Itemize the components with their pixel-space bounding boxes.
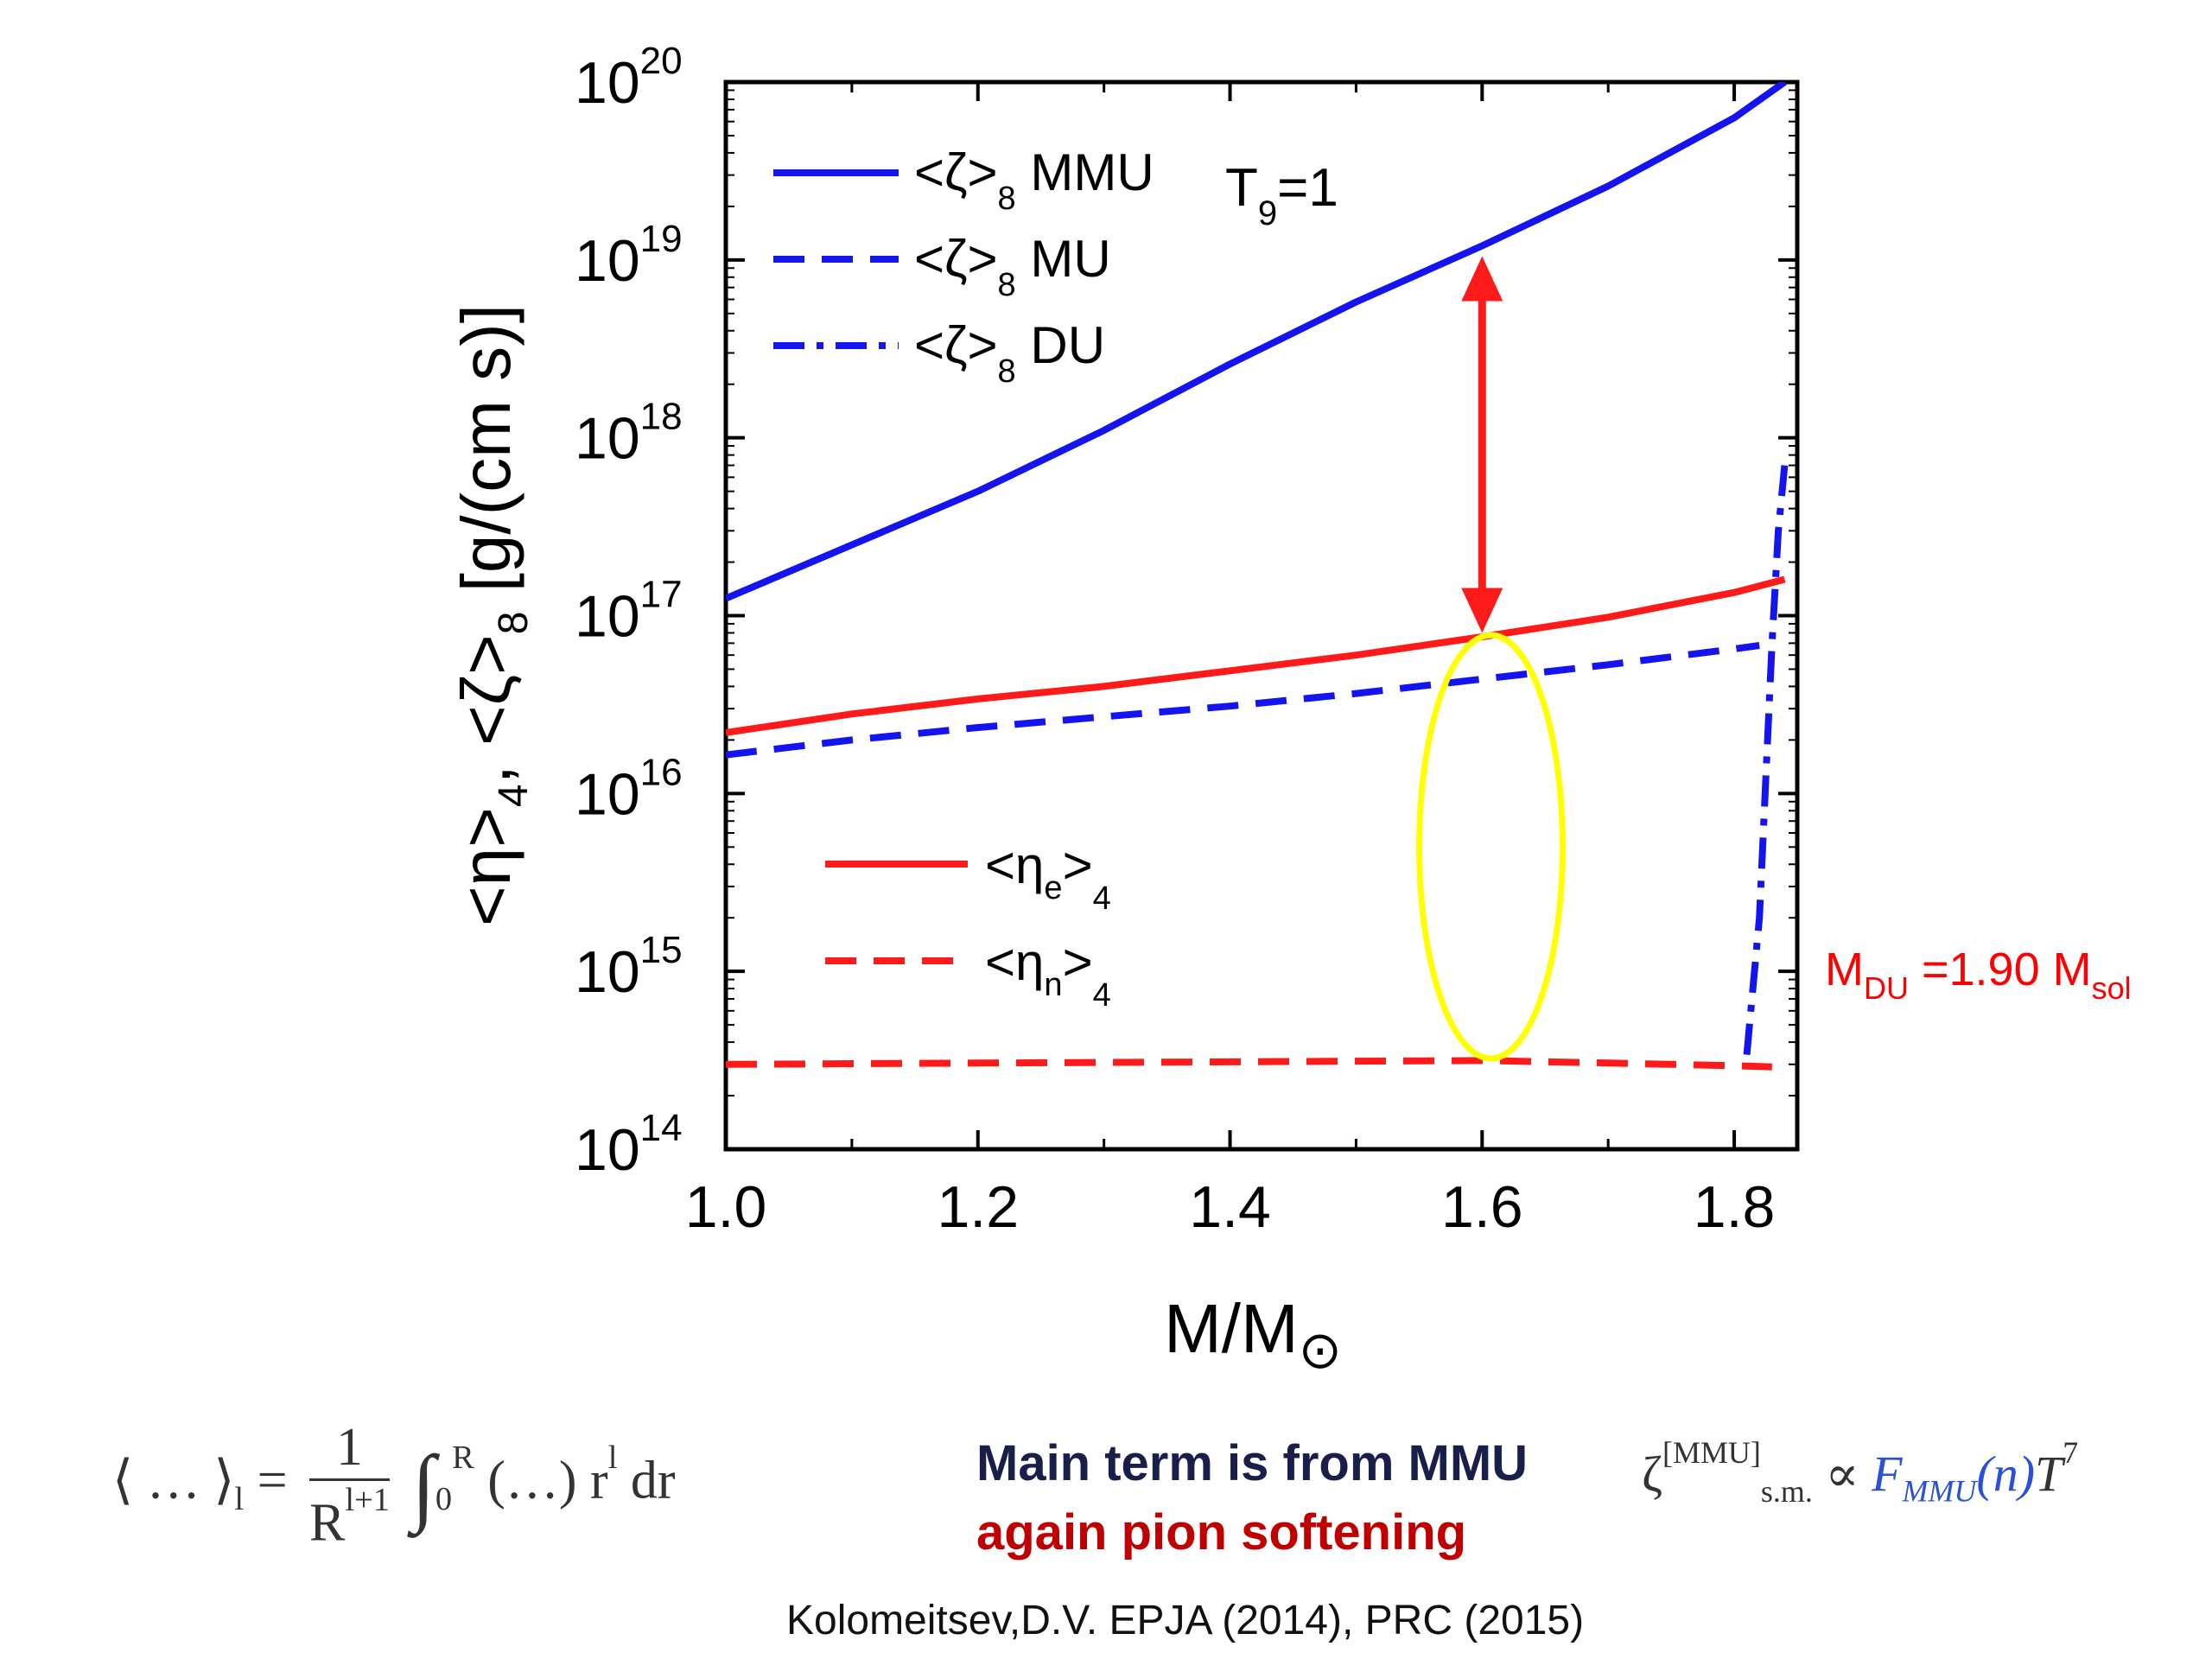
y-tick-label-part: 10	[575, 584, 640, 650]
citation: Kolomeitsev,D.V. EPJA (2014), PRC (2015)	[786, 1598, 1585, 1643]
y-tick-label: 1019	[575, 218, 683, 294]
y-tick-label-part: 10	[575, 228, 640, 294]
y-tick-label: 1014	[575, 1107, 683, 1183]
legend-label-zeta_du-part: DU	[1016, 316, 1105, 374]
series-line-zeta_du	[1743, 465, 1789, 1055]
legend-label-zeta_mmu: <ζ>8 MMU	[914, 143, 1154, 217]
legend-label-eta_n-part: <η	[985, 933, 1044, 991]
y-axis-title-part: 4	[491, 784, 537, 807]
legend-label-zeta_du-part: <ζ>	[914, 316, 998, 374]
mdu-threshold-annotation-part: M	[1825, 944, 1864, 995]
y-tick-label: 1020	[575, 40, 683, 116]
series-line-eta_e	[726, 575, 1786, 736]
y-tick-label-part: 15	[640, 929, 683, 971]
legend-label-eta_n-part: 4	[1093, 977, 1111, 1014]
legend-label-zeta_du-part: 8	[998, 353, 1016, 390]
series-line-zeta_mmu	[726, 82, 1787, 602]
y-axis-title-part: <η>	[448, 807, 524, 926]
y-tick-label-part: 10	[575, 406, 640, 472]
y-tick-label-part: 10	[575, 761, 640, 827]
x-axis-title: M/M⊙	[1164, 1290, 1342, 1379]
legend-label-eta_n-part: >	[1063, 933, 1093, 991]
gap-arrow-head-up	[1461, 256, 1503, 302]
y-axis-title-part: , <ζ>	[448, 634, 524, 784]
gap-arrow-head-down	[1461, 588, 1503, 633]
series-line-zeta_mu	[726, 642, 1760, 759]
mdu-threshold-annotation-part: DU	[1864, 970, 1909, 1006]
x-tick-label: 1.2	[937, 1174, 1019, 1240]
mdu-threshold-annotation-part: sol	[2092, 970, 2132, 1006]
legend-label-eta_e: <ηe>4	[985, 836, 1111, 917]
legend-label-eta_e-part: <η	[985, 836, 1044, 894]
mdu-threshold-annotation-part: =1.90 M	[1909, 944, 2092, 995]
legend-label-eta_n: <ηn>4	[985, 933, 1111, 1014]
x-tick-label: 1.0	[685, 1174, 767, 1240]
legend-label-zeta_mmu-part: <ζ>	[914, 143, 998, 201]
y-tick-label-part: 10	[575, 1117, 640, 1183]
legend-label-eta_e-part: 4	[1093, 880, 1111, 917]
y-axis-title-part: 8	[491, 612, 537, 635]
temperature-annotation-part: T	[1225, 158, 1258, 218]
temperature-annotation: T9=1	[1225, 158, 1338, 232]
y-tick-label-part: 16	[640, 751, 683, 793]
legend-label-eta_e-part: e	[1044, 870, 1062, 906]
temperature-annotation-part: =1	[1277, 158, 1338, 218]
mdu-threshold-annotation: MDU =1.90 Msol	[1825, 944, 2132, 1006]
legend-label-zeta_mmu-part: MMU	[1016, 143, 1154, 201]
legend-label-eta_n-part: n	[1044, 967, 1062, 1003]
note-main-term: Main term is from MMU	[976, 1435, 1529, 1491]
y-axis-title: <η>4, <ζ>8 [g/(cm s)]	[448, 304, 537, 926]
y-tick-label-part: 10	[575, 939, 640, 1005]
legend-label-eta_e-part: >	[1063, 836, 1093, 894]
y-tick-label-part: 10	[575, 50, 640, 116]
legend-label-zeta_mmu-part: 8	[998, 181, 1016, 217]
averaging-formula: ⟨ … ⟩l = 1 Rl+1 ∫0R (…) rl dr	[112, 1418, 676, 1553]
legend-label-zeta_mu-part: MU	[1016, 230, 1111, 288]
series-line-eta_n	[726, 1057, 1772, 1071]
highlight-ellipse	[1416, 632, 1567, 1062]
y-tick-label: 1016	[575, 751, 683, 827]
y-tick-label: 1018	[575, 396, 683, 472]
y-tick-label-part: 18	[640, 396, 683, 438]
x-axis-title-part: ⊙	[1299, 1321, 1342, 1379]
x-axis-title-part: M/M	[1164, 1290, 1299, 1367]
legend-label-zeta_du: <ζ>8 DU	[914, 316, 1105, 390]
temperature-annotation-part: 9	[1258, 194, 1277, 232]
y-tick-label-part: 20	[640, 40, 683, 82]
plot-frame	[723, 79, 1800, 1152]
x-tick-label: 1.8	[1694, 1174, 1776, 1240]
y-tick-label-part: 17	[640, 574, 683, 616]
note-pion-softening: again pion softening	[976, 1504, 1467, 1560]
x-tick-label: 1.6	[1441, 1174, 1523, 1240]
y-tick-label-part: 14	[640, 1107, 683, 1149]
y-tick-label: 1015	[575, 929, 683, 1005]
legend-label-zeta_mu-part: 8	[998, 267, 1016, 303]
legend-label-zeta_mu-part: <ζ>	[914, 230, 998, 288]
x-tick-label: 1.4	[1189, 1174, 1271, 1240]
legend-label-zeta_mu: <ζ>8 MU	[914, 230, 1111, 303]
mmu-scaling-formula: ζ[MMU]s.m. ∝ FMMU(n)T7	[1642, 1435, 2079, 1509]
y-axis-title-part: [g/(cm s)]	[448, 304, 524, 612]
y-tick-label: 1017	[575, 574, 683, 650]
y-tick-label-part: 19	[640, 218, 683, 260]
